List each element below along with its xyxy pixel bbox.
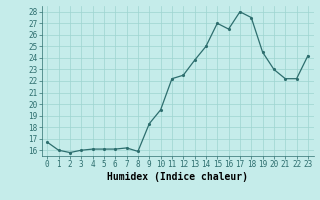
X-axis label: Humidex (Indice chaleur): Humidex (Indice chaleur) — [107, 172, 248, 182]
